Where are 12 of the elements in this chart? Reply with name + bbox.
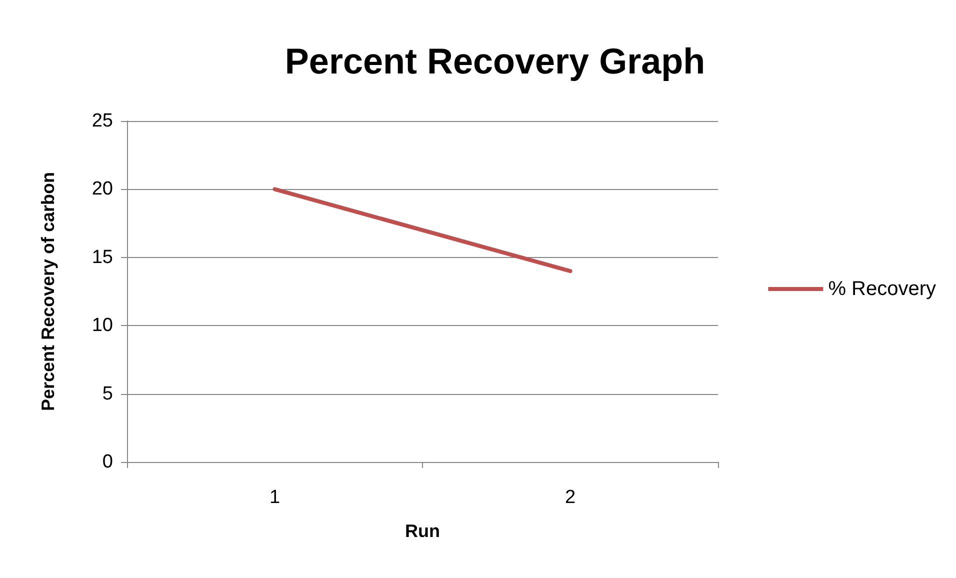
legend-label: % Recovery	[828, 278, 936, 300]
y-tick-label: 0	[102, 452, 113, 472]
x-tick-label: 2	[564, 487, 576, 508]
y-tick-label: 5	[102, 383, 113, 404]
y-tick-label: 15	[92, 246, 113, 268]
x-tick-label: 1	[269, 487, 280, 508]
y-axis-title: Percent Recovery of carbon	[38, 172, 58, 412]
y-tick-label: 25	[92, 110, 113, 132]
y-tick-label: 10	[92, 315, 113, 336]
y-tick-label: 20	[92, 178, 113, 200]
x-axis-title: Run	[405, 521, 440, 541]
chart-title: Percent Recovery Graph	[284, 40, 706, 82]
